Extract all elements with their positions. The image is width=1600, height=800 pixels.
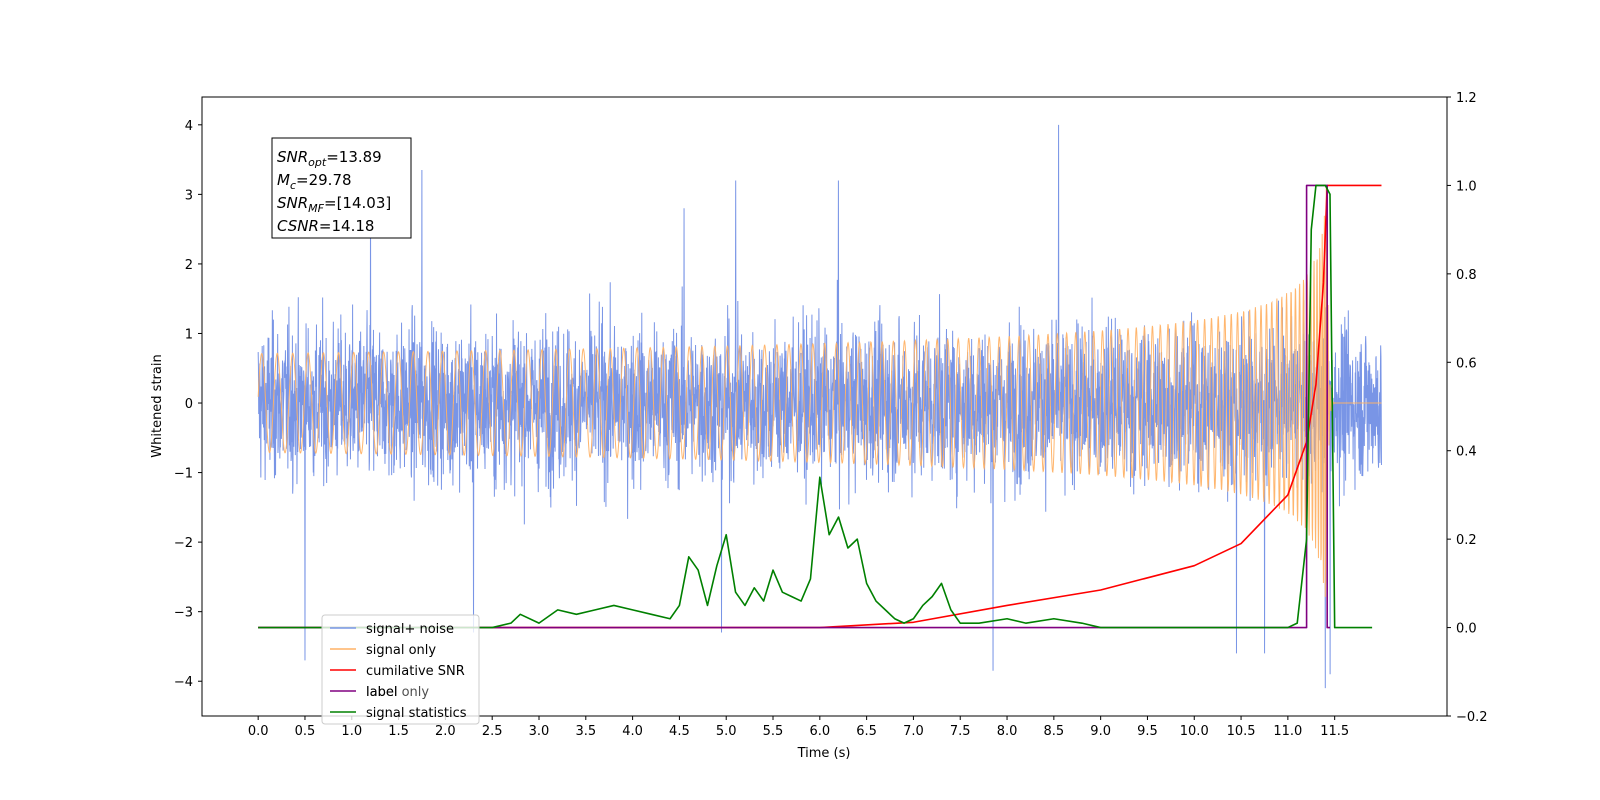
y2-tick-label: 0.4 [1456, 445, 1477, 460]
x-tick-label: 11.0 [1273, 724, 1302, 739]
y-tick-label: −3 [174, 606, 193, 621]
x-tick-label: 3.0 [529, 724, 550, 739]
x-tick-label: 3.5 [575, 724, 596, 739]
legend-label: cumilative SNR [366, 664, 465, 679]
y-axis-title: Whitened strain [150, 354, 165, 457]
x-tick-label: 1.5 [388, 724, 409, 739]
y2-tick-label: 1.0 [1456, 179, 1477, 194]
annotation-symbol: SNR [277, 148, 308, 166]
x-tick-label: 4.0 [622, 724, 643, 739]
x-tick-label: 6.5 [856, 724, 877, 739]
x-tick-label: 10.0 [1180, 724, 1209, 739]
legend-label: label [366, 685, 397, 700]
annotation-value: =14.18 [319, 217, 375, 235]
x-tick-label: 9.5 [1137, 724, 1158, 739]
plot-frame [201, 96, 1448, 717]
x-tick-label: 1.0 [341, 724, 362, 739]
x-tick-label: 8.5 [1043, 724, 1064, 739]
x-tick-label: 6.0 [809, 724, 830, 739]
legend-label: signal only [366, 643, 436, 658]
y-axis-right: 1.2 1.0 0.8 0.6 0.4 0.2 0.0 −0.2 [1447, 91, 1488, 725]
y-tick-label: −2 [174, 536, 193, 551]
x-tick-label: 8.0 [997, 724, 1018, 739]
y-tick-label: −1 [174, 467, 193, 482]
plot-series-layer [257, 124, 1382, 689]
annotation-symbol: SNR [277, 194, 308, 212]
annotation-value: =13.89 [326, 148, 382, 166]
y2-tick-label: 1.2 [1456, 91, 1477, 106]
y-axis-left: 4 3 2 1 0 −1 −2 −3 −4 [174, 119, 202, 690]
annotation-line: SNRopt=13.89 [277, 148, 382, 169]
y-tick-label: 2 [185, 258, 193, 273]
x-tick-label: 9.0 [1090, 724, 1111, 739]
y2-tick-label: 0.0 [1456, 622, 1477, 637]
y-tick-label: −4 [174, 675, 193, 690]
annotation-line: Mc=29.78 [277, 171, 352, 192]
x-tick-label: 5.5 [763, 724, 784, 739]
legend-label-overlapped: label only [366, 685, 429, 700]
y-tick-label: 1 [185, 327, 193, 342]
x-axis-title: Time (s) [797, 746, 851, 761]
annotation-line: CSNR=14.18 [277, 217, 374, 235]
x-tick-label: 7.0 [903, 724, 924, 739]
annotation-symbol: M [277, 171, 290, 189]
annotation-subscript: opt [308, 156, 327, 169]
x-axis: 0.0 0.5 1.0 1.5 2.0 2.5 3.0 3.5 4.0 4.5 5.0 5.5 6.0 6… [248, 716, 1349, 739]
annotation-line: SNRMF=[14.03] [277, 194, 391, 215]
x-tick-label: 11.5 [1320, 724, 1349, 739]
x-tick-label: 10.5 [1227, 724, 1256, 739]
annotation-frame [271, 137, 412, 239]
x-tick-label: 4.5 [669, 724, 690, 739]
x-tick-label: 0.5 [295, 724, 316, 739]
y2-tick-label: −0.2 [1456, 710, 1488, 725]
y-tick-label: 4 [185, 119, 193, 134]
y2-tick-label: 0.6 [1456, 356, 1477, 371]
x-tick-label: 2.0 [435, 724, 456, 739]
annotation-value: =[14.03] [324, 194, 391, 212]
x-tick-label: 0.0 [248, 724, 269, 739]
legend-label: signal statistics [366, 706, 467, 721]
legend-frame [321, 614, 480, 725]
x-tick-label: 2.5 [482, 724, 503, 739]
annotation-symbol: CSNR [277, 217, 319, 235]
annotation-subscript: MF [308, 202, 324, 215]
y2-tick-label: 0.2 [1456, 533, 1477, 548]
annotation-subscript: c [290, 179, 296, 192]
x-tick-label: 7.5 [950, 724, 971, 739]
y2-tick-label: 0.8 [1456, 268, 1477, 283]
annotation-value: =29.78 [296, 171, 352, 189]
x-tick-label: 5.0 [716, 724, 737, 739]
series-cumulative-snr [258, 184, 1382, 629]
legend: label only signal+ noise signal only cumila… [321, 614, 480, 725]
y-tick-label: 0 [185, 397, 193, 412]
annotation-box: SNRopt=13.89Mc=29.78SNRMF=[14.03]CSNR=14… [271, 137, 412, 239]
series-signal-statistics [258, 184, 1373, 629]
legend-label: signal+ noise [366, 622, 454, 637]
series-signal-only [257, 187, 1382, 597]
y-tick-label: 3 [185, 188, 193, 203]
